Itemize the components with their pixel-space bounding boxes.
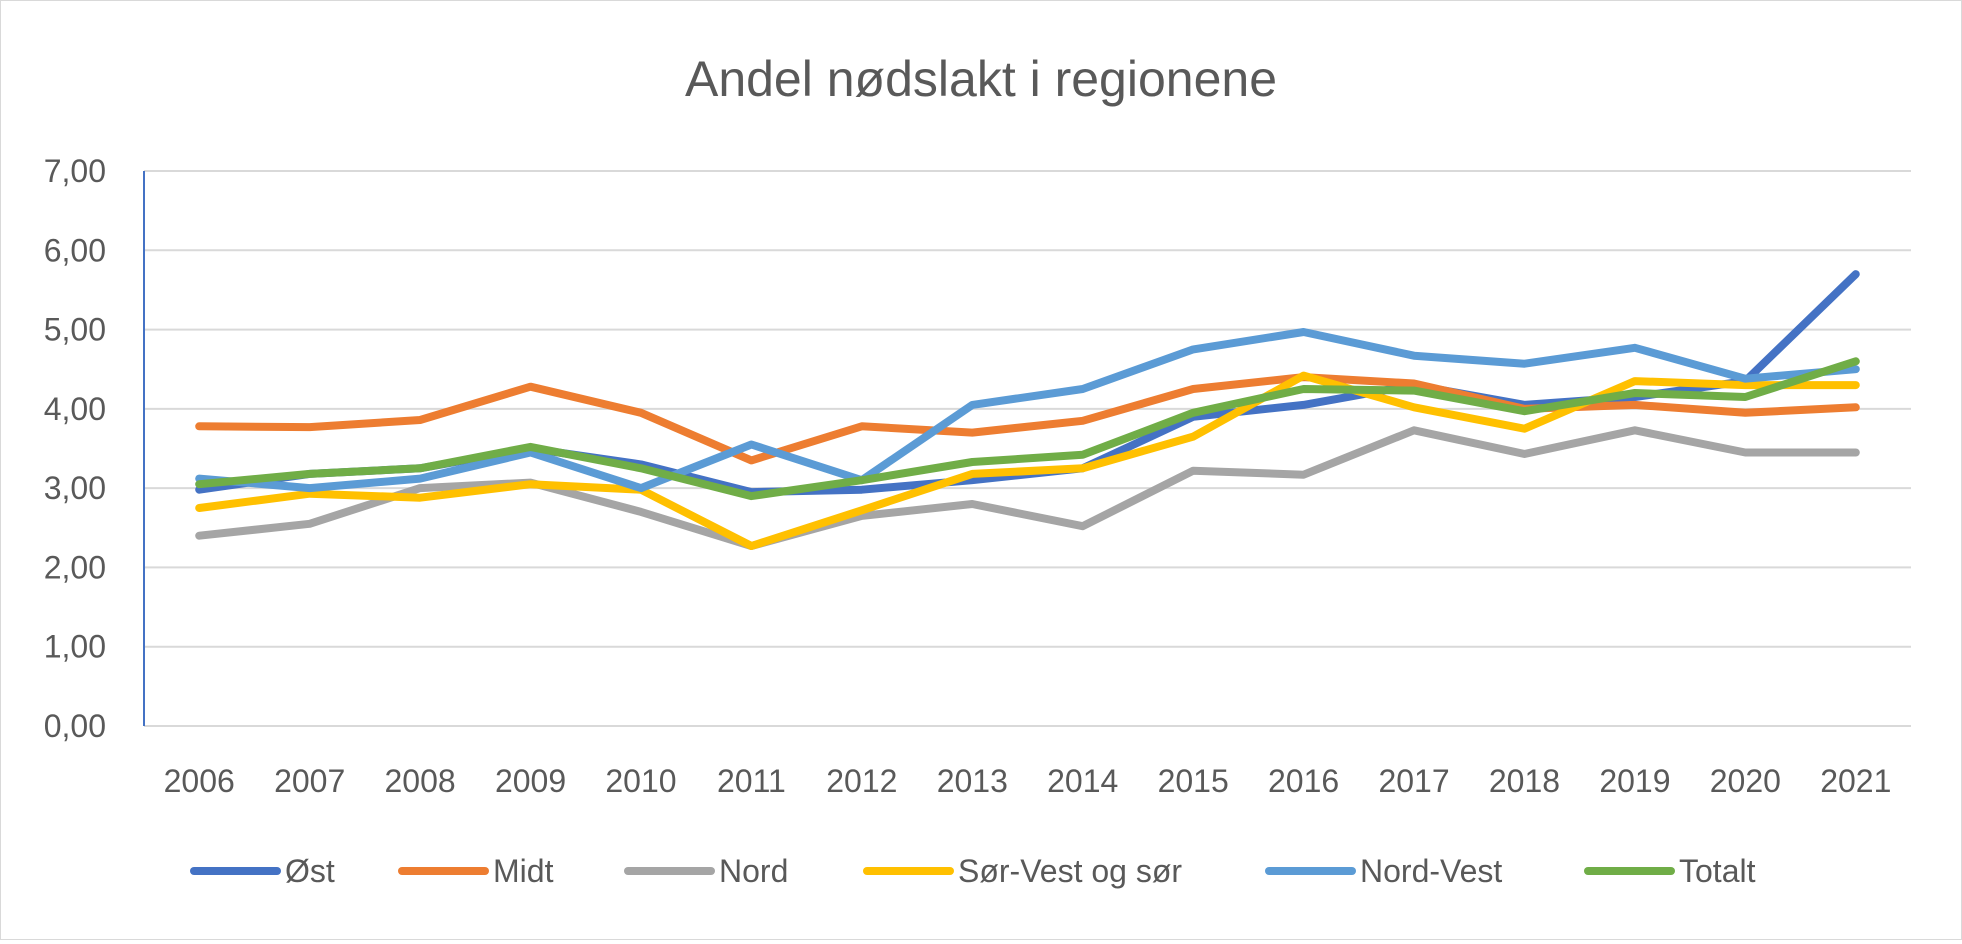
series-line-totalt xyxy=(195,357,1860,501)
y-tick-label: 5,00 xyxy=(44,312,106,348)
y-tick-label: 4,00 xyxy=(44,391,106,427)
x-tick-label: 2015 xyxy=(1158,763,1229,799)
y-tick-label: 7,00 xyxy=(44,153,106,189)
y-axis-tick-labels: 0,00 1,00 2,00 3,00 4,00 5,00 6,00 7,00 xyxy=(44,153,106,744)
legend-item: Nord-Vest xyxy=(1265,853,1502,889)
y-tick-label: 1,00 xyxy=(44,629,106,665)
legend: Øst Midt Nord Sør-Vest og sør Nord-Vest Total… xyxy=(190,853,1756,889)
x-tick-label: 2011 xyxy=(717,763,786,799)
y-tick-label: 0,00 xyxy=(44,708,106,744)
x-tick-label: 2009 xyxy=(495,763,566,799)
legend-item: Nord xyxy=(624,853,788,889)
legend-label: Midt xyxy=(493,853,554,889)
legend-label: Sør-Vest og sør xyxy=(958,853,1182,889)
legend-item: Sør-Vest og sør xyxy=(863,853,1182,889)
x-tick-label: 2018 xyxy=(1489,763,1560,799)
x-tick-label: 2006 xyxy=(164,763,235,799)
legend-label: Øst xyxy=(285,853,335,889)
series-lines xyxy=(195,270,1860,550)
legend-item: Øst xyxy=(190,853,335,889)
x-tick-label: 2007 xyxy=(274,763,345,799)
legend-label: Nord-Vest xyxy=(1360,853,1502,889)
x-tick-label: 2016 xyxy=(1268,763,1339,799)
y-tick-label: 3,00 xyxy=(44,470,106,506)
y-tick-label: 2,00 xyxy=(44,549,106,585)
gridlines xyxy=(144,170,1911,727)
legend-label: Nord xyxy=(719,853,788,889)
legend-item: Totalt xyxy=(1584,853,1756,889)
x-tick-label: 2017 xyxy=(1378,763,1449,799)
x-tick-label: 2021 xyxy=(1820,763,1891,799)
x-tick-label: 2008 xyxy=(385,763,456,799)
series-line-nord-vest xyxy=(195,328,1860,493)
x-tick-label: 2013 xyxy=(937,763,1008,799)
y-tick-label: 6,00 xyxy=(44,232,106,268)
x-tick-label: 2012 xyxy=(826,763,897,799)
x-tick-label: 2019 xyxy=(1599,763,1670,799)
legend-item: Midt xyxy=(398,853,554,889)
x-tick-label: 2010 xyxy=(605,763,676,799)
chart-title: Andel nødslakt i regionene xyxy=(685,51,1277,107)
x-tick-label: 2014 xyxy=(1047,763,1118,799)
x-tick-label: 2020 xyxy=(1710,763,1781,799)
legend-label: Totalt xyxy=(1679,853,1756,889)
x-axis-tick-labels: 2006 2007 2008 2009 2010 2011 2012 2013 2014 2015… xyxy=(164,763,1892,799)
series-line-nord xyxy=(195,426,1860,550)
